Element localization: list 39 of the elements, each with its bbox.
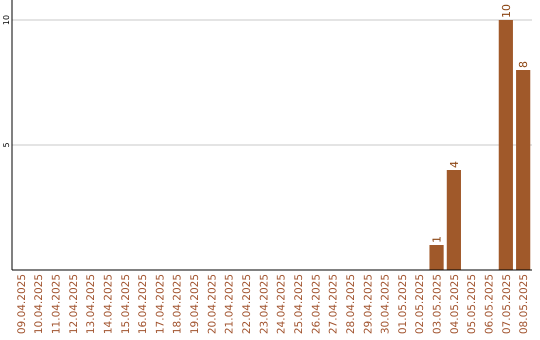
x-tick-label: 13.04.2025 bbox=[85, 274, 98, 334]
x-tick-label: 26.04.2025 bbox=[310, 274, 322, 334]
bar bbox=[516, 70, 530, 270]
data-label: 8 bbox=[517, 61, 530, 68]
x-tick-label: 07.05.2025 bbox=[500, 274, 513, 334]
x-tick-label: 12.04.2025 bbox=[68, 274, 80, 334]
x-tick-label: 21.04.2025 bbox=[224, 274, 236, 334]
x-tick-label: 11.04.2025 bbox=[50, 274, 62, 334]
x-tick-label: 02.05.2025 bbox=[414, 274, 426, 334]
x-tick-label: 29.04.2025 bbox=[362, 274, 374, 334]
data-label: 10 bbox=[500, 4, 513, 18]
bar bbox=[498, 20, 513, 270]
x-tick-label: 25.04.2025 bbox=[292, 274, 305, 334]
x-tick-label: 10.04.2025 bbox=[33, 274, 46, 334]
x-tick-label: 16.04.2025 bbox=[137, 274, 150, 334]
x-tick-label: 23.04.2025 bbox=[258, 274, 270, 334]
x-tick-label: 28.04.2025 bbox=[344, 274, 357, 334]
x-tick-label: 15.04.2025 bbox=[120, 274, 132, 334]
data-label: 1 bbox=[430, 236, 444, 243]
x-tick-label: 18.04.2025 bbox=[172, 274, 184, 334]
x-tick-label: 27.04.2025 bbox=[328, 274, 340, 334]
x-tick-label: 09.04.2025 bbox=[16, 274, 28, 334]
x-tick-label: 22.04.2025 bbox=[241, 274, 254, 334]
x-tick-label: 19.04.2025 bbox=[189, 274, 202, 334]
x-tick-label: 17.04.2025 bbox=[154, 274, 166, 334]
x-tick-label: 05.05.2025 bbox=[466, 274, 478, 334]
x-tick-label: 24.04.2025 bbox=[276, 274, 288, 334]
x-tick-label: 30.04.2025 bbox=[380, 274, 392, 334]
x-tick-label: 08.05.2025 bbox=[518, 274, 530, 334]
x-tick-label: 03.05.2025 bbox=[432, 274, 444, 334]
x-tick-label: 01.05.2025 bbox=[396, 274, 409, 334]
y-tick-label: 5 bbox=[2, 142, 11, 148]
x-tick-label: 06.05.2025 bbox=[484, 274, 496, 334]
x-tick-label: 14.04.2025 bbox=[102, 274, 114, 334]
x-tick-label: 20.04.2025 bbox=[206, 274, 218, 334]
data-label: 4 bbox=[448, 161, 461, 168]
bar bbox=[429, 245, 444, 270]
x-tick-label: 04.05.2025 bbox=[448, 274, 461, 334]
bar bbox=[446, 170, 461, 270]
